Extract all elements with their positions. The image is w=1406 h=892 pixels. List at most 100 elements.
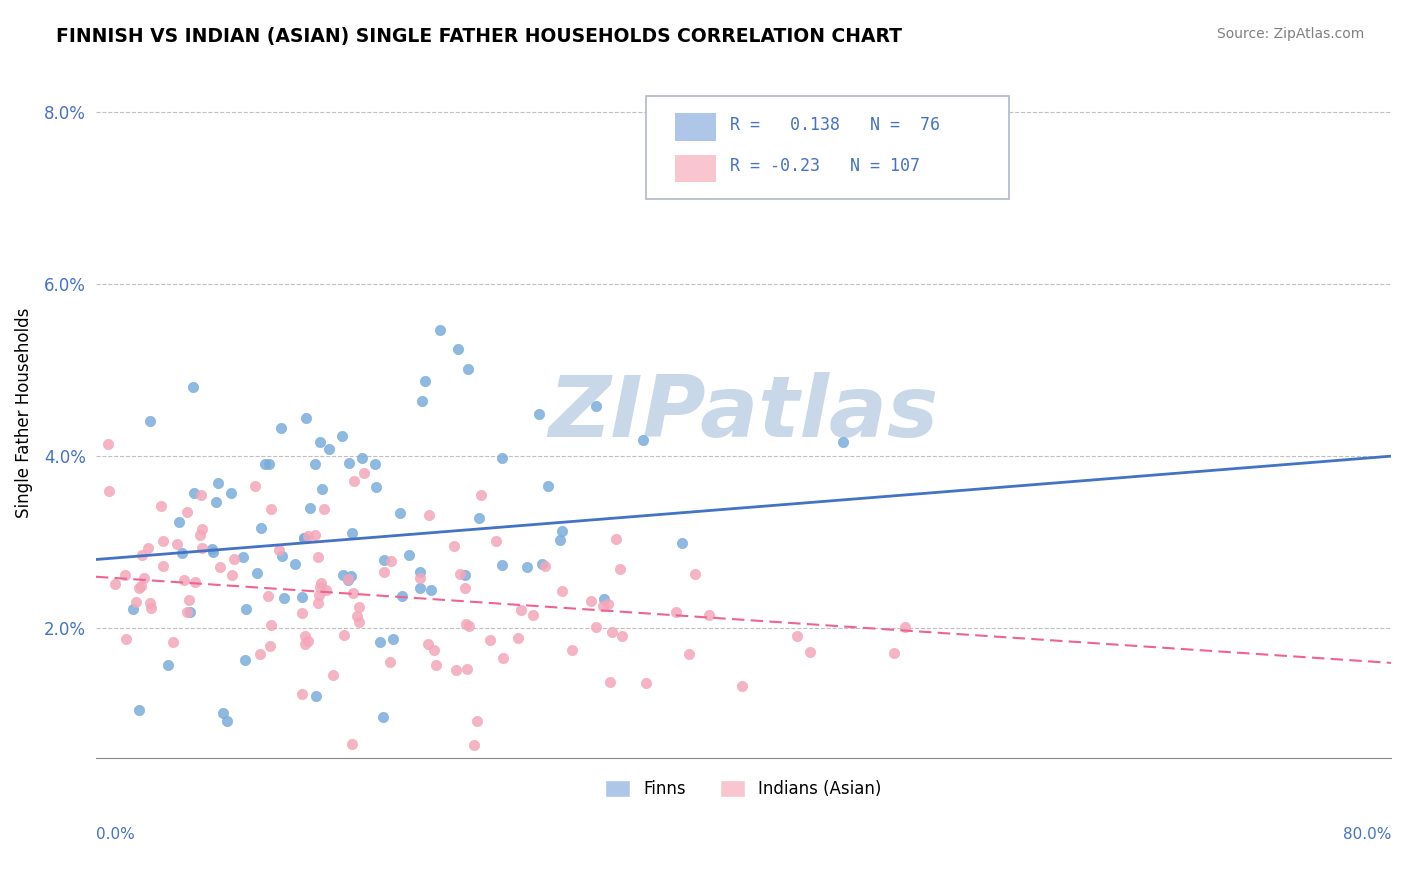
Point (380, 554, 402, 568)
Point (104, 576, 127, 591)
Point (364, 457, 387, 471)
Point (447, 342, 470, 356)
Point (141, 600, 163, 615)
Point (307, 550, 329, 565)
Point (333, 628, 356, 642)
Text: R =   0.138   N =  76: R = 0.138 N = 76 (731, 116, 941, 134)
Point (551, 584, 574, 599)
Text: Source: ZipAtlas.com: Source: ZipAtlas.com (1216, 27, 1364, 41)
Point (297, 634, 319, 648)
Point (250, 521, 273, 535)
Point (222, 552, 245, 566)
Point (307, 596, 329, 610)
Point (308, 588, 330, 602)
Point (128, 581, 150, 595)
Point (97, 484, 120, 499)
Point (416, 637, 439, 651)
Text: 0.0%: 0.0% (96, 827, 135, 841)
Point (219, 486, 242, 500)
Point (678, 648, 700, 662)
Point (249, 648, 271, 662)
Point (411, 393, 433, 408)
Point (429, 323, 451, 337)
Point (665, 606, 688, 620)
Point (139, 596, 162, 610)
Point (409, 581, 432, 595)
Point (534, 558, 557, 573)
Point (114, 568, 136, 582)
Point (291, 590, 314, 604)
Point (235, 601, 257, 615)
Point (491, 450, 513, 465)
Point (177, 592, 200, 607)
Point (162, 635, 184, 649)
Point (444, 663, 467, 677)
Point (179, 605, 201, 619)
Point (585, 620, 607, 634)
Point (291, 687, 314, 701)
Point (156, 658, 179, 673)
Point (205, 495, 228, 509)
Point (184, 574, 207, 589)
Point (510, 602, 533, 616)
Point (634, 676, 657, 690)
Point (260, 502, 283, 516)
Point (152, 558, 174, 573)
Point (294, 629, 316, 643)
Point (456, 662, 478, 676)
Point (485, 533, 508, 548)
Point (183, 485, 205, 500)
Point (894, 620, 917, 634)
Point (295, 410, 318, 425)
Point (479, 633, 502, 648)
Point (458, 618, 481, 632)
Point (188, 528, 211, 542)
Point (373, 565, 395, 579)
FancyBboxPatch shape (675, 154, 716, 182)
Point (342, 525, 364, 540)
Point (131, 548, 153, 562)
Point (340, 737, 363, 751)
Point (596, 597, 619, 611)
Point (612, 629, 634, 643)
Point (409, 565, 432, 579)
Point (125, 595, 148, 609)
Point (257, 590, 280, 604)
Point (343, 475, 366, 489)
Point (378, 655, 401, 669)
Point (585, 399, 607, 413)
Point (311, 482, 333, 496)
Point (527, 407, 550, 421)
Point (609, 562, 631, 576)
Point (332, 568, 354, 582)
Point (330, 429, 353, 443)
Point (312, 501, 335, 516)
Point (593, 592, 616, 607)
Point (683, 567, 706, 582)
Point (579, 594, 602, 608)
Point (190, 488, 212, 502)
Point (454, 581, 477, 595)
Point (353, 466, 375, 480)
Point (190, 541, 212, 556)
Point (173, 573, 195, 587)
Point (217, 714, 239, 728)
Point (291, 606, 314, 620)
Point (465, 714, 488, 728)
Point (373, 553, 395, 567)
Point (491, 558, 513, 572)
Point (425, 658, 447, 673)
Point (243, 479, 266, 493)
Point (305, 689, 328, 703)
Point (232, 550, 254, 565)
Point (522, 607, 544, 622)
Point (260, 618, 283, 632)
Point (207, 476, 229, 491)
Point (299, 500, 322, 515)
Point (97, 436, 120, 450)
Point (491, 651, 513, 665)
Point (468, 511, 491, 525)
FancyBboxPatch shape (675, 113, 716, 141)
Point (139, 414, 162, 428)
Point (271, 549, 294, 563)
